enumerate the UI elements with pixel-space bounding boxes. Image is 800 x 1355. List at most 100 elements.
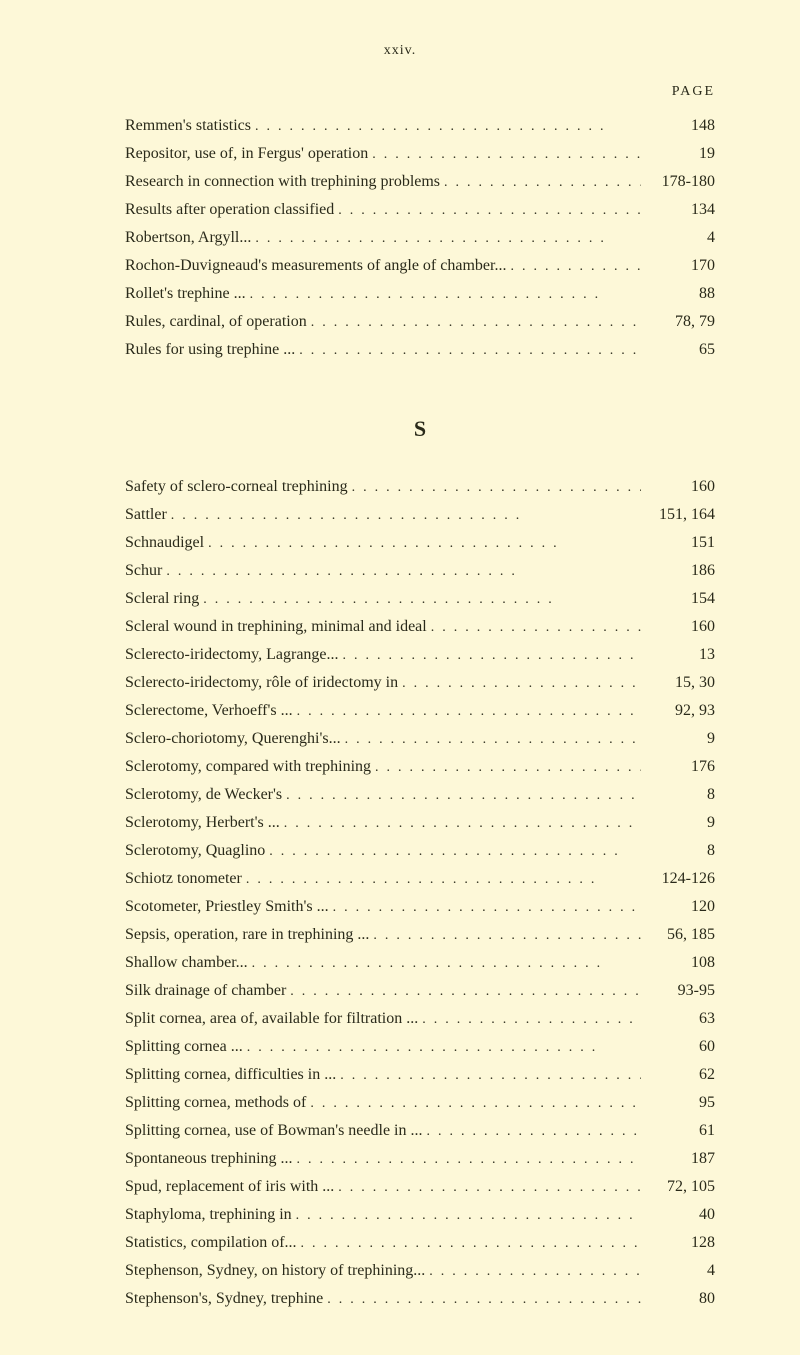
entry-dots: ............................... (373, 925, 641, 946)
entry-dots: ............................... (286, 785, 641, 806)
entry-page: 61 (645, 1119, 715, 1143)
entry-text: Stephenson, Sydney, on history of trephi… (125, 1259, 425, 1283)
index-entry: Scotometer, Priestley Smith's ..........… (125, 895, 715, 919)
entry-page: 178-180 (645, 170, 715, 194)
entry-page: 120 (645, 895, 715, 919)
entry-dots: ............................... (310, 1093, 641, 1114)
index-entry: Spud, replacement of iris with .........… (125, 1175, 715, 1199)
entry-page: 176 (645, 755, 715, 779)
index-entry: Sclerecto-iridectomy, rôle of iridectomy… (125, 671, 715, 695)
entry-text: Repositor, use of, in Fergus' operation (125, 142, 368, 166)
entry-page: 95 (645, 1091, 715, 1115)
index-entry: Rochon-Duvigneaud's measurements of angl… (125, 254, 715, 278)
entry-dots: ............................... (333, 897, 641, 918)
entry-text: Split cornea, area of, available for fil… (125, 1007, 418, 1031)
entry-page: 72, 105 (645, 1175, 715, 1199)
entry-page: 154 (645, 587, 715, 611)
entry-page: 187 (645, 1147, 715, 1171)
entry-dots: ............................... (352, 477, 641, 498)
entry-text: Schur (125, 559, 162, 583)
entry-text: Sclerotomy, Herbert's ... (125, 811, 280, 835)
entry-page: 78, 79 (645, 310, 715, 334)
index-entry: Remmen's statistics.....................… (125, 114, 715, 138)
entry-text: Schnaudigel (125, 531, 204, 555)
entry-text: Results after operation classified (125, 198, 334, 222)
index-entry: Schiotz tonometer.......................… (125, 867, 715, 891)
index-content: PAGE Remmen's statistics................… (70, 81, 730, 1311)
entry-dots: ............................... (422, 1009, 641, 1030)
page-number-top: xxiv. (70, 40, 730, 61)
entry-page: 80 (645, 1287, 715, 1311)
entry-dots: ............................... (375, 757, 641, 778)
entry-page: 88 (645, 282, 715, 306)
entry-dots: ............................... (208, 533, 641, 554)
entry-dots: ............................... (252, 953, 641, 974)
section-letter-s: S (125, 412, 715, 445)
entry-page: 151 (645, 531, 715, 555)
index-entry: Sclero-choriotomy, Querenghi's..........… (125, 727, 715, 751)
index-entry: Sclerotomy, compared with trephining....… (125, 755, 715, 779)
entry-text: Spud, replacement of iris with ... (125, 1175, 334, 1199)
entry-page: 134 (645, 198, 715, 222)
entry-dots: ............................... (166, 561, 641, 582)
index-entry: Stephenson's, Sydney, trephine..........… (125, 1287, 715, 1311)
entry-dots: ............................... (311, 312, 641, 333)
entry-text: Stephenson's, Sydney, trephine (125, 1287, 323, 1311)
index-entry: Statistics, compilation of..............… (125, 1231, 715, 1255)
entry-text: Scotometer, Priestley Smith's ... (125, 895, 329, 919)
entry-dots: ............................... (402, 673, 641, 694)
index-entry: Sclerotomy, Herbert's ..................… (125, 811, 715, 835)
entry-dots: ............................... (297, 1149, 641, 1170)
entry-page: 170 (645, 254, 715, 278)
entry-page: 108 (645, 951, 715, 975)
entry-dots: ............................... (427, 1121, 642, 1142)
entry-dots: ............................... (250, 284, 641, 305)
entry-dots: ............................... (290, 981, 641, 1002)
index-entry: Splitting cornea, use of Bowman's needle… (125, 1119, 715, 1143)
index-entry: Stephenson, Sydney, on history of trephi… (125, 1259, 715, 1283)
entry-text: Sepsis, operation, rare in trephining ..… (125, 923, 369, 947)
entry-page: 8 (645, 783, 715, 807)
index-entry: Results after operation classified......… (125, 198, 715, 222)
entry-page: 93-95 (645, 979, 715, 1003)
index-entry: Schur...............................186 (125, 559, 715, 583)
entry-text: Sclerotomy, compared with trephining (125, 755, 371, 779)
entry-text: Splitting cornea ... (125, 1035, 243, 1059)
index-entry: Scleral ring............................… (125, 587, 715, 611)
entry-text: Sclerecto-iridectomy, rôle of iridectomy… (125, 671, 398, 695)
index-entry: Repositor, use of, in Fergus' operation.… (125, 142, 715, 166)
entry-dots: ............................... (296, 1205, 641, 1226)
entry-dots: ............................... (338, 200, 641, 221)
index-entry: Shallow chamber.........................… (125, 951, 715, 975)
entry-text: Shallow chamber... (125, 951, 248, 975)
entry-page: 128 (645, 1231, 715, 1255)
index-entry: Robertson, Argyll.......................… (125, 226, 715, 250)
entry-page: 40 (645, 1203, 715, 1227)
entry-dots: ............................... (246, 869, 641, 890)
entry-page: 148 (645, 114, 715, 138)
index-entry: Sclerotomy, de Wecker's.................… (125, 783, 715, 807)
entry-text: Sclerecto-iridectomy, Lagrange... (125, 643, 339, 667)
entry-dots: ............................... (284, 813, 641, 834)
entry-dots: ............................... (431, 617, 641, 638)
entry-dots: ............................... (510, 256, 641, 277)
entry-text: Schiotz tonometer (125, 867, 242, 891)
index-entry: Scleral wound in trephining, minimal and… (125, 615, 715, 639)
entry-page: 13 (645, 643, 715, 667)
index-entry: Splitting cornea, methods of............… (125, 1091, 715, 1115)
entry-dots: ............................... (255, 228, 641, 249)
entry-page: 56, 185 (645, 923, 715, 947)
entry-dots: ............................... (269, 841, 641, 862)
entry-page: 4 (645, 226, 715, 250)
entry-page: 65 (645, 338, 715, 362)
index-entry: Sattler...............................15… (125, 503, 715, 527)
index-entry: Silk drainage of chamber................… (125, 979, 715, 1003)
entry-page: 4 (645, 1259, 715, 1283)
entry-dots: ............................... (372, 144, 641, 165)
entry-text: Robertson, Argyll... (125, 226, 251, 250)
entry-dots: ............................... (338, 1177, 641, 1198)
index-entry: Sclerectome, Verhoeff's ................… (125, 699, 715, 723)
page-header: PAGE (125, 81, 715, 102)
entry-dots: ............................... (345, 729, 641, 750)
entry-page: 60 (645, 1035, 715, 1059)
